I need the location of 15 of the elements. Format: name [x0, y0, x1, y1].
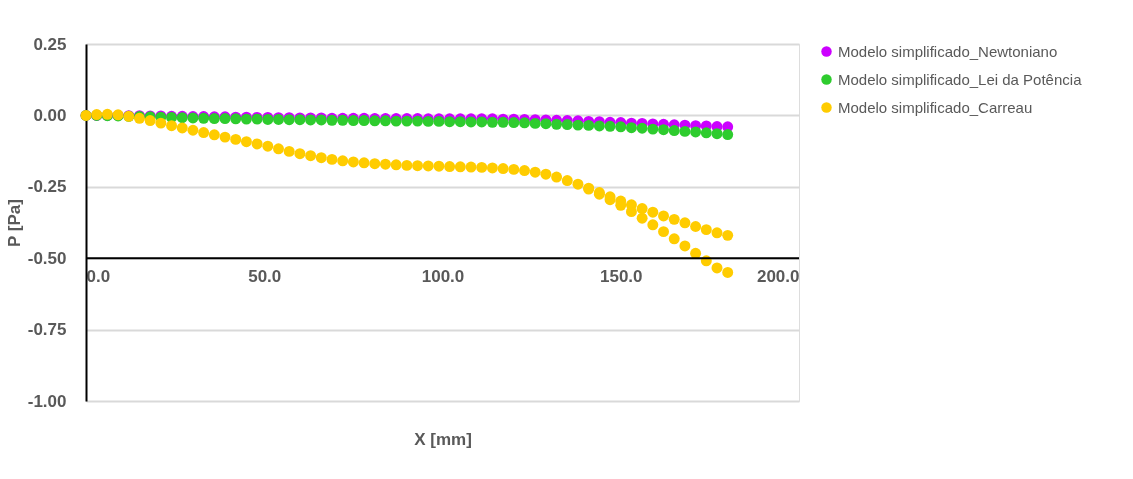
- y-tick-label: -1.00: [27, 391, 67, 411]
- x-tick-label: 150.0: [599, 266, 643, 286]
- y-tick-label: -0.75: [27, 320, 67, 340]
- legend-label: Modelo simplificado_Newtoniano: [838, 42, 1058, 60]
- y-tick-label: -0.50: [27, 248, 67, 268]
- x-tick-label: 50.0: [248, 266, 282, 286]
- x-tick-label: 200.0: [756, 266, 800, 286]
- y-axis-title: P [Pa]: [4, 199, 24, 247]
- y-tick-label: 0.25: [33, 34, 67, 54]
- legend-label: Modelo simplificado_Carreau: [838, 98, 1033, 116]
- x-tick-label: 100.0: [421, 266, 465, 286]
- y-tick-label: -0.25: [27, 177, 67, 197]
- x-axis-title: X [mm]: [414, 429, 472, 449]
- legend-label: Modelo simplificado_Lei da Potência: [838, 70, 1083, 88]
- y-tick-label: 0.00: [33, 105, 67, 125]
